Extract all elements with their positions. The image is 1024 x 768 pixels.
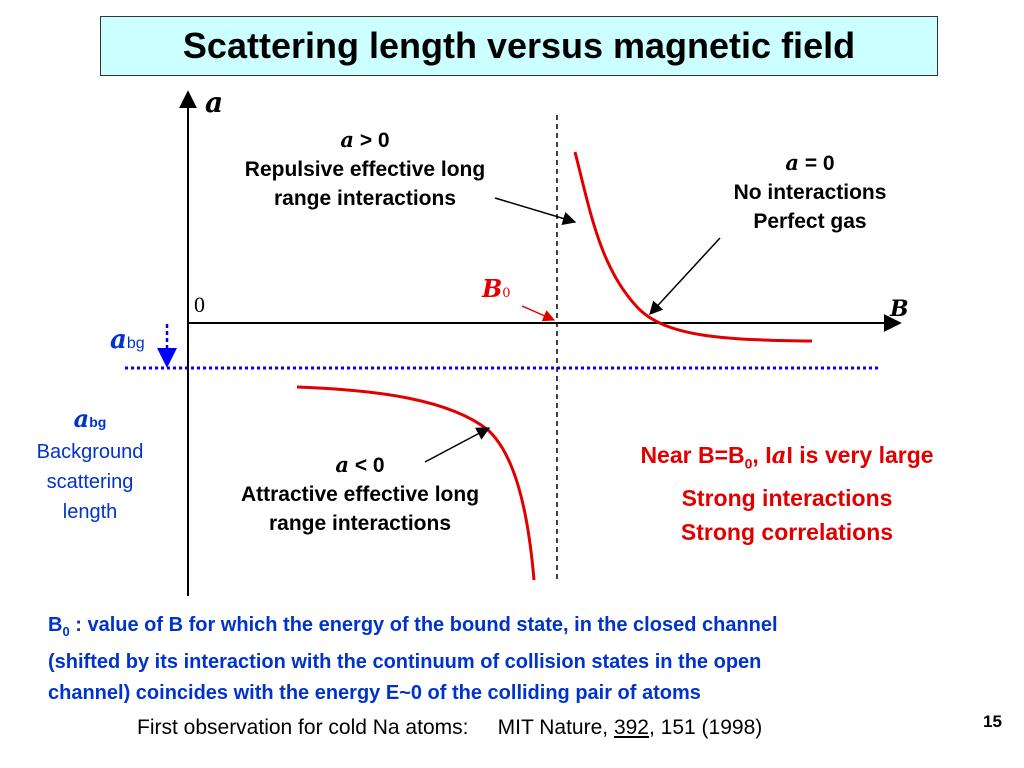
page-number: 15 bbox=[983, 712, 1002, 731]
label-positive-line1: Repulsive effective long bbox=[244, 158, 486, 181]
arrow-negative bbox=[424, 427, 491, 463]
label-positive: a > 0 Repulsive effective long range int… bbox=[205, 125, 525, 213]
arrow-b0 bbox=[521, 305, 556, 322]
definition-block: B0 : value of B for which the energy of … bbox=[48, 610, 1008, 709]
near-note-line2: Strong interactions bbox=[681, 484, 893, 511]
origin-label: 0 bbox=[194, 292, 205, 317]
label-negative-line2: range interactions bbox=[268, 512, 452, 535]
background-note-line1: Background bbox=[36, 441, 144, 463]
near-note-line3: Strong correlations bbox=[680, 518, 894, 545]
label-zero-line2: Perfect gas bbox=[753, 210, 867, 233]
label-negative: a < 0 Attractive effective long range in… bbox=[200, 450, 520, 538]
background-note-line3: length bbox=[62, 501, 118, 523]
label-zero-relation: a = 0 bbox=[785, 150, 835, 175]
page-title: Scattering length versus magnetic field bbox=[182, 25, 856, 66]
label-negative-relation: a < 0 bbox=[335, 452, 385, 477]
near-note-line1: Near B=B0, IaI is very large bbox=[640, 442, 934, 472]
definition-line3: channel) coincides with the energy E~0 o… bbox=[48, 682, 701, 704]
citation: First observation for cold Na atoms: MIT… bbox=[137, 716, 763, 739]
arrow-positive bbox=[494, 197, 577, 225]
label-positive-line2: range interactions bbox=[273, 187, 457, 210]
background-note-line2: scattering bbox=[46, 471, 134, 493]
background-note-symbol: abg bbox=[73, 404, 107, 433]
definition-line2: (shifted by its interaction with the con… bbox=[48, 651, 762, 673]
label-zero: a = 0 No interactions Perfect gas bbox=[700, 148, 920, 236]
near-resonance-note: Near B=B0, IaI is very large Strong inte… bbox=[582, 438, 992, 549]
x-axis-label: B bbox=[890, 296, 909, 322]
label-positive-relation: a > 0 bbox=[340, 127, 390, 152]
abg-subscript: bg bbox=[126, 335, 145, 352]
title-box: Scattering length versus magnetic field bbox=[100, 16, 938, 76]
label-zero-line1: No interactions bbox=[733, 181, 887, 204]
b0-label: B0 bbox=[482, 274, 511, 303]
b0-symbol: B bbox=[482, 274, 503, 303]
arrow-zero bbox=[649, 237, 721, 315]
background-note: abg Background scattering length bbox=[15, 404, 165, 527]
definition-line1: B0 : value of B for which the energy of … bbox=[48, 614, 778, 639]
citation-volume: 392 bbox=[613, 716, 649, 739]
curve-right-branch bbox=[573, 151, 813, 343]
y-axis-label: a bbox=[205, 86, 224, 119]
abg-label: abg bbox=[110, 325, 145, 355]
b0-subscript: 0 bbox=[502, 286, 511, 301]
abg-symbol: a bbox=[110, 325, 127, 355]
label-negative-line1: Attractive effective long bbox=[240, 483, 480, 506]
